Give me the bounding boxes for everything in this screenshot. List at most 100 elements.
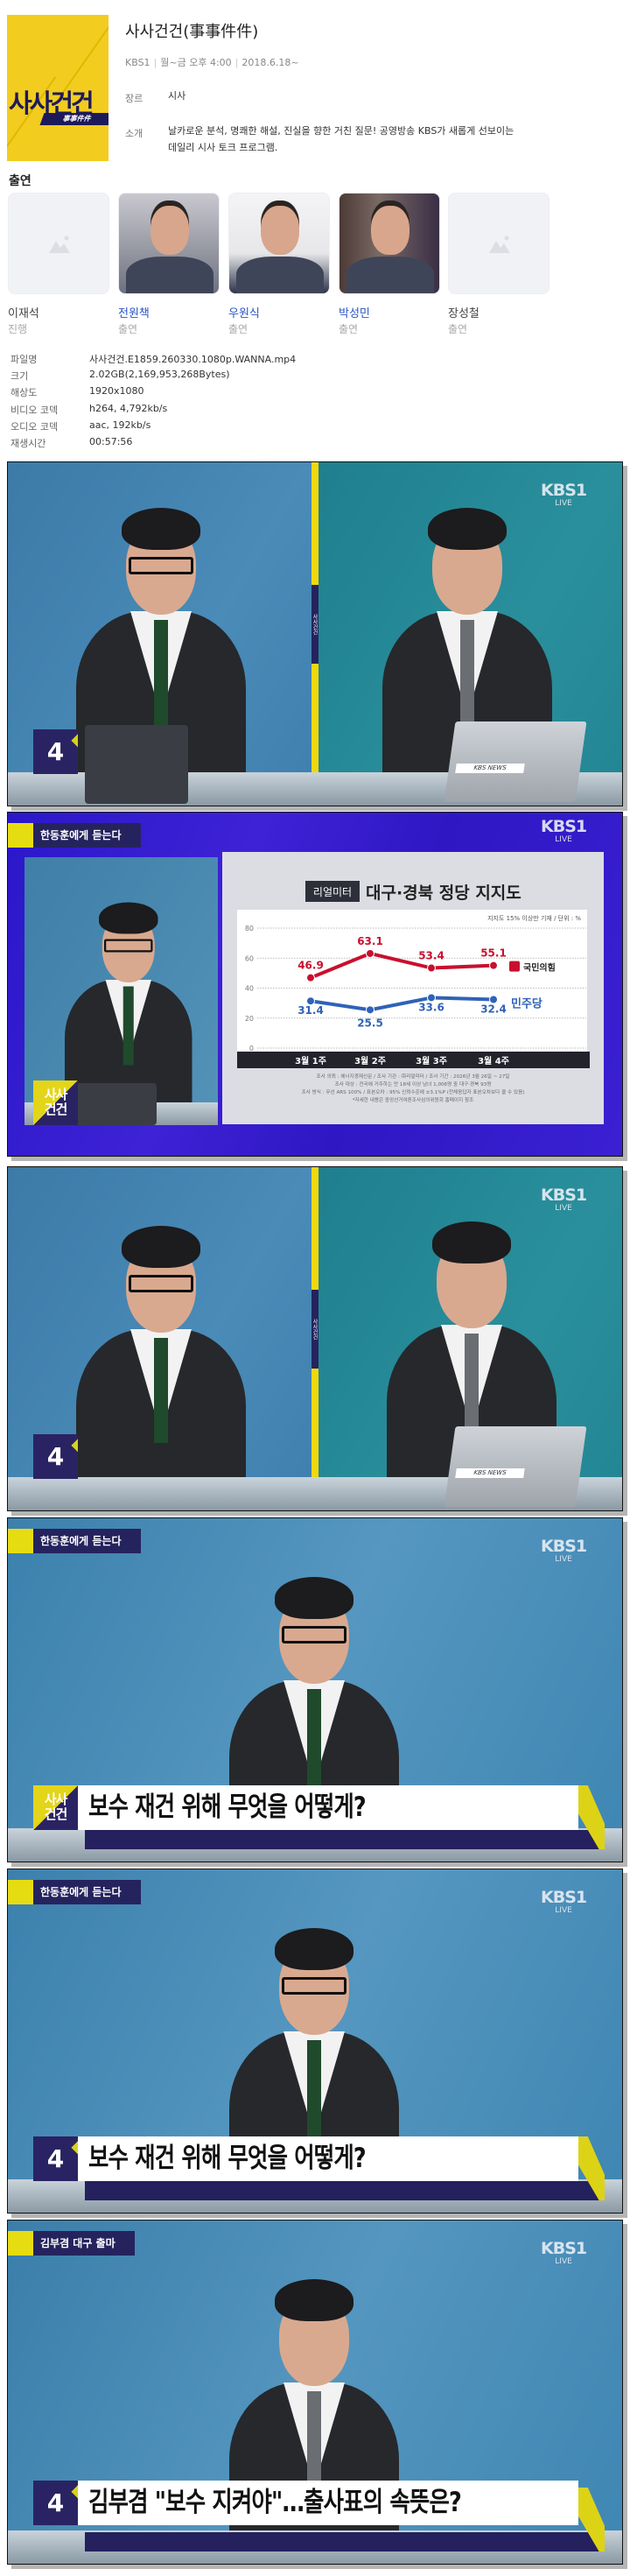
hair — [428, 508, 507, 550]
segment-tag-text: 한동훈에게 듣는다 — [33, 1529, 141, 1553]
segment-tag: 한동훈에게 듣는다 — [8, 1880, 141, 1904]
laptop: KBS NEWS — [444, 1426, 587, 1507]
legend-label: 민주당 — [511, 997, 542, 1011]
file-info-label: 크기 — [10, 370, 29, 383]
hair — [432, 1221, 511, 1263]
y-tick-label: 60 — [245, 954, 254, 962]
footnote: *자세한 내용은 중앙선거여론조사심의위원회 홈페이지 참조 — [353, 1096, 474, 1103]
laptop: KBS NEWS — [444, 721, 587, 802]
cast-name[interactable]: 전원책 — [118, 307, 150, 320]
footnote: 조사 대상 : 전국에 거주하는 만 18세 이상 남녀 1,006명 중 대구… — [335, 1080, 492, 1087]
glasses — [104, 939, 153, 953]
x-tick-label: 3월 4주 — [478, 1056, 509, 1066]
kbs-logo: KBS1 LIVE — [541, 1537, 587, 1564]
hair — [275, 1928, 354, 1970]
show-logo-line2: 건건 — [44, 1101, 68, 1117]
schedule: 월~금 오후 4:00 — [160, 57, 232, 68]
program-poster: 사사건건 事事件件 — [7, 15, 108, 161]
video-frame-3: 사사건건 KBS NEWS KBS1 LIVE 4 — [7, 1166, 623, 1511]
channel: KBS1 — [125, 57, 150, 68]
side-label: 사사건건 — [312, 585, 318, 664]
video-frame-6: 김부겸 대구 출마 KBS1 LIVE 김부겸 "보수 지켜야"…출사표의 속뜻은… — [7, 2220, 623, 2565]
source-badge-text: 리얼미터 — [313, 886, 352, 898]
file-info-label: 오디오 코덱 — [10, 420, 59, 433]
data-point — [427, 963, 436, 973]
show-logo-line2: 건건 — [44, 1806, 68, 1822]
video-frame-4: 한동훈에게 듣는다 KBS1 LIVE 보수 재건 위해 무엇을 어떻게? 사사 건… — [7, 1517, 623, 1862]
data-point — [366, 948, 374, 958]
tie — [154, 620, 168, 725]
time-badge: 4 — [33, 1434, 78, 1479]
x-tick-label: 3월 3주 — [416, 1056, 447, 1066]
chart-panel: 리얼미터 대구·경북 정당 지지도 지지도 15% 이상만 기재 / 단위 : % 0… — [222, 852, 604, 1124]
kbs-logo-text: KBS1 — [541, 1888, 587, 1907]
cast-photo[interactable] — [339, 193, 440, 294]
lower-third-caption: 보수 재건 위해 무엇을 어떻게? — [88, 2143, 367, 2174]
cast-role: 출연 — [118, 323, 138, 335]
genre-value: 시사 — [168, 90, 186, 102]
lower-third-band — [85, 2532, 603, 2551]
time-badge: 4 — [33, 2136, 78, 2181]
kbs-logo: KBS1 LIVE — [541, 2240, 587, 2266]
laptop-label: KBS NEWS — [455, 764, 525, 773]
cast-name[interactable]: 박성민 — [339, 307, 370, 320]
kbs-logo-text: KBS1 — [541, 1186, 587, 1205]
cast-suit — [346, 257, 434, 293]
file-info-value: 00:57:56 — [89, 436, 133, 447]
glasses — [129, 557, 193, 574]
file-info-label: 재생시간 — [10, 438, 46, 449]
program-meta: KBS1 | 월~금 오후 4:00 | 2018.6.18~ — [125, 57, 299, 68]
hair — [275, 2279, 354, 2321]
cast-suit — [126, 257, 214, 293]
tie — [154, 1338, 168, 1443]
glasses — [282, 1626, 346, 1643]
video-frame-5: 한동훈에게 듣는다 KBS1 LIVE 보수 재건 위해 무엇을 어떻게? 4 — [7, 1869, 623, 2214]
series-line — [310, 951, 494, 980]
cast-role: 진행 — [8, 323, 28, 335]
lower-third-caption: 김부겸 "보수 지켜야"…출사표의 속뜻은? — [88, 2487, 462, 2518]
footnote: 조사 방식 : 무선 ARS 100% / 표본오차 : 95% 신뢰수준에 ±… — [302, 1088, 525, 1095]
lower-third-band — [85, 1830, 603, 1849]
laptop-label: KBS NEWS — [455, 1468, 525, 1478]
lower-third — [78, 1785, 578, 1830]
file-info-label: 해상도 — [10, 387, 38, 399]
cast-name[interactable]: 우원식 — [228, 307, 260, 320]
cast-face — [261, 206, 299, 255]
cast-face — [150, 206, 189, 255]
kbs-live-text: LIVE — [555, 1555, 572, 1564]
time-badge: 4 — [33, 2481, 78, 2525]
hair — [99, 902, 158, 934]
lower-third — [78, 2136, 578, 2181]
cast-photo — [448, 193, 550, 294]
kbs-logo-text: KBS1 — [541, 1537, 587, 1556]
segment-tag-text: 김부겸 대구 출마 — [33, 2231, 135, 2256]
hair — [122, 1226, 200, 1268]
cast-photo[interactable] — [118, 193, 220, 294]
host-figure — [69, 1207, 253, 1510]
tablet — [85, 725, 188, 804]
x-tick-label: 3월 2주 — [354, 1056, 386, 1066]
footnote: 조사 의뢰 : 에너지경제신문 / 조사 기관 : ㈜리얼미터 / 조사 기간 … — [317, 1073, 510, 1080]
badge-number: 4 — [46, 1442, 65, 1471]
file-info-value: h264, 4,792kb/s — [89, 402, 168, 414]
file-info-value: aac, 192kb/s — [89, 419, 151, 431]
glasses — [129, 1275, 193, 1292]
kbs-live-text: LIVE — [555, 1906, 572, 1915]
cast-name: 이재석 — [8, 307, 39, 320]
y-tick-label: 20 — [245, 1015, 254, 1023]
kbs-logo: KBS1 LIVE — [541, 481, 587, 508]
segment-tag: 김부겸 대구 출마 — [8, 2231, 135, 2256]
kbs-logo: KBS1 LIVE — [541, 1888, 587, 1915]
intro-text: 날카로운 분석, 명쾌한 해설, 진실을 향한 거친 질문! 공영방송 KBS가… — [168, 125, 514, 153]
cast-name: 장성철 — [448, 307, 480, 320]
cast-suit — [236, 257, 324, 293]
kbs-logo-text: KBS1 — [541, 481, 587, 500]
legend-label: 국민의힘 — [523, 962, 556, 974]
data-label: 46.9 — [298, 960, 324, 972]
kbs-live-text: LIVE — [555, 2257, 572, 2266]
data-label: 25.5 — [357, 1017, 383, 1029]
lower-third — [78, 2481, 578, 2525]
placeholder-image-icon — [489, 236, 510, 253]
cast-photo[interactable] — [228, 193, 330, 294]
y-tick-label: 0 — [249, 1045, 254, 1052]
